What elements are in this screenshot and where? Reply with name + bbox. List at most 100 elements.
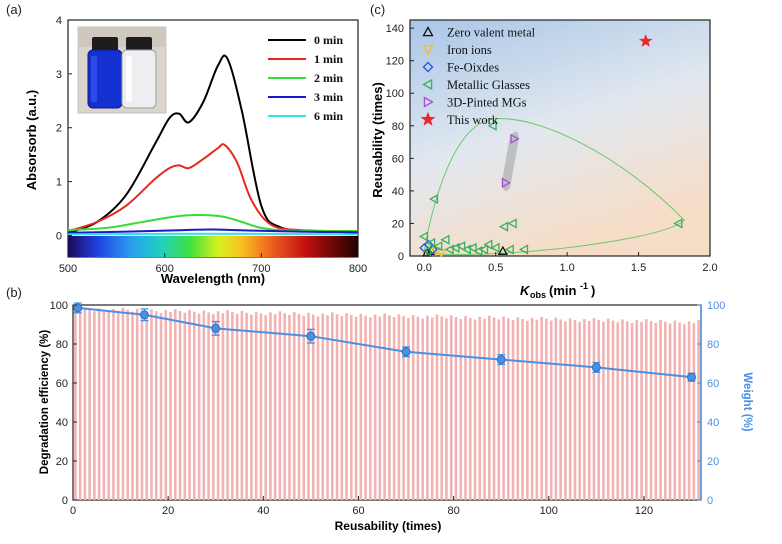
data-point-metallic-glasses [504, 244, 514, 255]
y2-tick-label-b: 20 [707, 456, 719, 468]
efficiency-bar [240, 310, 244, 500]
efficiency-bar [397, 314, 401, 500]
efficiency-bar [616, 322, 620, 500]
series-line-2-min [67, 213, 359, 233]
efficiency-bar [212, 314, 215, 500]
efficiency-bar [654, 322, 658, 500]
panel-label-a: (a) [6, 2, 22, 17]
efficiency-bar [164, 310, 168, 500]
efficiency-bar [250, 314, 253, 500]
efficiency-bar [254, 311, 258, 500]
efficiency-bar [411, 314, 415, 500]
efficiency-bar [421, 318, 424, 500]
efficiency-bar [407, 317, 410, 500]
efficiency-bar [140, 310, 144, 500]
efficiency-bar [226, 310, 229, 500]
x-tick-label-b: 0 [70, 505, 76, 517]
reusability-vs-kobs-chart: 0.0 0.5 1.0 1.5 2.0 0 20 40 60 80 100 120 140 K obs … [370, 19, 718, 300]
y-tick-label-b: 80 [56, 339, 68, 351]
legend-marker-c [422, 61, 434, 73]
svg-text:): ) [591, 283, 595, 298]
efficiency-bar [231, 312, 234, 500]
efficiency-bar [478, 316, 482, 500]
x-tick-label-b: 40 [257, 505, 269, 517]
efficiency-bar [578, 321, 581, 500]
series-line-1-min [67, 143, 359, 233]
efficiency-bar [454, 317, 458, 500]
x-tick-label-a: 700 [252, 263, 270, 275]
y2-tick-label-b: 60 [707, 378, 719, 390]
efficiency-bar [359, 313, 363, 500]
x-tick-label-c: 0.5 [488, 262, 503, 274]
weight-point [306, 331, 316, 341]
efficiency-bar [273, 314, 277, 500]
x-axis-title-c: K obs (min -1 ) [520, 281, 595, 300]
weight-point [686, 372, 696, 382]
data-point-metallic-glasses [478, 244, 489, 255]
data-point-metallic-glasses [450, 242, 460, 253]
printed-mgs-region [501, 131, 519, 192]
y2-tick-label-b: 40 [707, 417, 719, 429]
y-axis-title-a: Absorsorb (a.u.) [24, 90, 39, 190]
efficiency-bar [426, 315, 429, 500]
efficiency-bar [131, 311, 134, 500]
legend-label-a: 3 min [314, 90, 343, 104]
x-tick-label-a: 500 [59, 263, 77, 275]
efficiency-bar [435, 314, 439, 500]
efficiency-bar [483, 318, 486, 500]
legend-label-a: 0 min [314, 33, 343, 47]
efficiency-bar [464, 316, 467, 500]
efficiency-bar [297, 313, 301, 500]
weight-point [496, 355, 506, 365]
svg-text:(min: (min [549, 283, 577, 298]
series-line-6-min [67, 232, 359, 236]
legend-label-c: Fe-Oixdes [447, 61, 499, 75]
vials-photo-inset [77, 26, 167, 114]
data-point-metallic-glasses [518, 244, 529, 255]
data-point-metallic-glasses [418, 231, 429, 242]
efficiency-bar [307, 312, 310, 500]
spectrum-color-bar [68, 236, 358, 257]
efficiency-bar [302, 315, 306, 500]
legend-label-a: 2 min [314, 71, 343, 85]
efficiency-bar [345, 313, 348, 500]
efficiency-bar [292, 312, 296, 500]
data-point-metallic-glasses [461, 244, 471, 255]
data-point-metallic-glasses [426, 237, 436, 249]
uv-vis-spectra-chart: 500 600 700 800 0 1 2 3 4 Wavelength (nm) Absors… [24, 15, 367, 286]
data-point-metallic-glasses [487, 120, 497, 131]
legend-label-a: 1 min [314, 52, 343, 66]
efficiency-bar [330, 312, 334, 500]
x-axis-title-a: Wavelength (nm) [161, 271, 265, 286]
x-tick-label-b: 60 [352, 505, 364, 517]
efficiency-bar [354, 316, 358, 500]
data-point-metallic-glasses [483, 239, 493, 250]
efficiency-bar [183, 312, 187, 500]
efficiency-bar [535, 319, 539, 500]
efficiency-bar [245, 312, 248, 500]
series-line-0-min [67, 54, 359, 234]
legend-marker-c [422, 78, 433, 91]
efficiency-bar [378, 316, 382, 500]
y-tick-label-a: 0 [56, 230, 62, 242]
efficiency-bar [445, 318, 448, 500]
data-point-this-work [639, 34, 653, 47]
efficiency-bar [683, 324, 686, 500]
efficiency-bar [269, 312, 272, 500]
efficiency-bar [549, 320, 553, 500]
legend-label-c: This work [447, 113, 499, 127]
efficiency-bar [659, 319, 662, 500]
y-tick-label-a: 4 [56, 15, 62, 27]
efficiency-bar [640, 321, 643, 500]
efficiency-bar [126, 309, 130, 500]
efficiency-bar [611, 320, 615, 500]
plot-frame-b [72, 304, 702, 501]
data-point-metallic-glasses [507, 218, 517, 229]
x-tick-label-b: 120 [635, 505, 653, 517]
efficiency-bar [74, 308, 77, 500]
efficiency-bar [644, 319, 648, 500]
x-tick-label-b: 20 [162, 505, 174, 517]
data-point-metallic-glasses [673, 218, 683, 229]
efficiency-bar [487, 315, 491, 500]
